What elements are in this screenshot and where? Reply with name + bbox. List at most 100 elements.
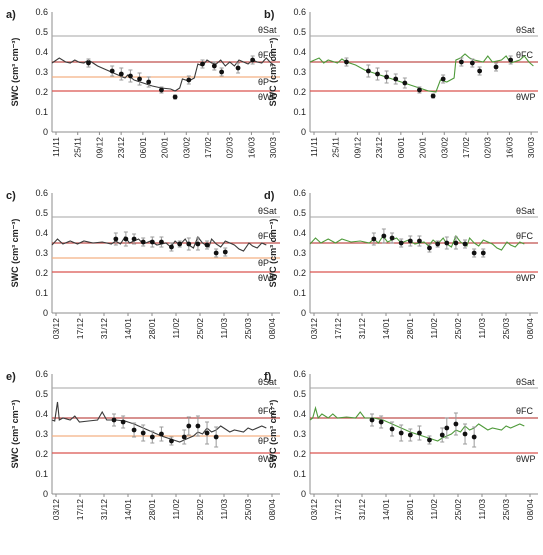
x-tick-label: 31/12 (99, 318, 109, 340)
x-tick-label: 06/01 (396, 137, 406, 159)
observed-point (128, 73, 133, 79)
model-series-line (51, 235, 267, 252)
observed-point (177, 241, 183, 247)
observed-point (344, 59, 349, 65)
model-series-line (309, 53, 534, 93)
x-tick-label: 03/12 (309, 318, 319, 340)
observed-point (471, 434, 477, 440)
observed-point (169, 244, 174, 250)
threshold-label-sat: θSat (516, 206, 535, 216)
threshold-label-sat: θSat (258, 25, 277, 35)
threshold-label-sat: θSat (258, 377, 277, 387)
observed-point (375, 71, 380, 77)
x-tick-label: 20/01 (418, 137, 428, 159)
y-tick-label: 0.4 (293, 47, 306, 57)
y-tick-label: 0.6 (35, 188, 48, 198)
x-tick-label: 14/01 (381, 499, 391, 521)
x-tick-label: 03/02 (181, 137, 191, 159)
x-tick-label: 20/01 (160, 137, 170, 159)
x-tick-label: 11/02 (171, 499, 181, 520)
panel-f: f) SWC (cm³ cm⁻³) 0 0.1 0.2 0.3 0.4 0.5 0.6 03/12… (264, 369, 538, 520)
x-tick-label: 11/02 (171, 318, 181, 339)
panel-label: d) (264, 190, 275, 202)
y-tick-label: 0.6 (293, 7, 306, 17)
y-tick-label: 0 (301, 308, 306, 318)
y-tick-label: 0.2 (293, 449, 306, 459)
panel-d: d) SWC (cm³ cm⁻³) 0 0.1 0.2 0.3 0.4 0.5 0.6 03/12… (264, 188, 538, 339)
x-tick-label: 28/01 (405, 318, 415, 340)
observed-point (398, 430, 404, 436)
observed-point (407, 432, 413, 438)
panel-label: a) (6, 9, 16, 21)
y-tick-label: 0.4 (35, 47, 48, 57)
x-tick-label: 25/02 (453, 499, 463, 521)
threshold-label-fc: θFC (258, 50, 276, 60)
x-tick-label: 23/12 (116, 137, 126, 159)
x-tick-label: 28/01 (147, 499, 157, 521)
observed-point (219, 69, 225, 75)
observed-point (398, 240, 404, 246)
x-tick-label: 25/11 (331, 137, 341, 158)
threshold-label-p: θP (258, 258, 269, 268)
observed-point (86, 60, 91, 66)
x-tick-label: 25/03 (243, 318, 253, 340)
y-tick-label: 0 (43, 127, 48, 137)
observed-point (137, 76, 142, 82)
observed-point (213, 250, 219, 256)
observed-point (427, 245, 432, 251)
x-tick-label: 08/04 (525, 499, 535, 521)
y-tick-label: 0.2 (35, 268, 48, 278)
observed-point (469, 60, 475, 66)
y-tick-label: 0.3 (35, 429, 48, 439)
x-tick-label: 11/03 (219, 318, 229, 339)
threshold-label-wp: θWP (516, 273, 536, 283)
panel-label: b) (264, 9, 275, 21)
x-tick-label: 14/01 (123, 499, 133, 521)
panel-label: c) (6, 190, 16, 202)
observed-point (235, 65, 241, 71)
panel-c: c) SWC (cm³ cm⁻³) 0 0.1 0.2 0.3 0.4 0.5 0.6 03/12… (6, 188, 280, 339)
x-tick-label: 08/04 (267, 499, 277, 521)
y-axis-label: SWC (cm³ cm⁻³) (268, 400, 278, 469)
observed-point (146, 79, 152, 85)
y-tick-label: 0.5 (293, 389, 306, 399)
threshold-label-sat: θSat (258, 206, 277, 216)
observed-point (204, 242, 210, 248)
observed-point (159, 87, 164, 93)
model-series-line (51, 57, 276, 92)
observed-point (378, 419, 384, 425)
x-tick-label: 11/03 (477, 499, 487, 520)
panel-b: b) SWC (cm³ cm⁻³) 0 0.1 0.2 0.3 0.4 0.5 0.6 11/11… (264, 7, 538, 158)
observed-point (195, 423, 201, 429)
observed-point (118, 71, 124, 77)
panel-label: e) (6, 371, 16, 383)
x-tick-label: 09/12 (352, 137, 362, 159)
x-tick-label: 17/12 (75, 318, 85, 340)
threshold-label-p: θP (258, 436, 269, 446)
x-tick-label: 14/01 (123, 318, 133, 340)
observed-point (471, 250, 477, 256)
x-tick-label: 17/12 (333, 499, 343, 521)
y-tick-label: 0.1 (35, 107, 48, 117)
x-tick-label: 11/02 (429, 318, 439, 339)
observed-point (439, 432, 445, 438)
threshold-label-fc: θFC (516, 231, 534, 241)
observed-point (204, 430, 210, 436)
y-axis-label: SWC (cm³ cm⁻³) (10, 219, 20, 288)
y-tick-label: 0.4 (293, 228, 306, 238)
observed-point (211, 63, 217, 69)
observed-point (159, 431, 164, 437)
x-tick-label: 31/12 (357, 318, 367, 340)
x-tick-label: 02/03 (225, 137, 235, 159)
x-tick-label: 17/12 (333, 318, 343, 340)
observed-point (365, 68, 371, 74)
x-tick-label: 25/02 (195, 499, 205, 521)
x-tick-label: 25/02 (453, 318, 463, 340)
x-tick-label: 30/03 (526, 137, 536, 159)
x-tick-label: 25/03 (501, 318, 511, 340)
threshold-label-fc: θFC (516, 50, 534, 60)
model-series-line (309, 405, 525, 442)
threshold-label-wp: θWP (258, 273, 278, 283)
y-tick-label: 0 (43, 308, 48, 318)
y-tick-label: 0.1 (35, 288, 48, 298)
